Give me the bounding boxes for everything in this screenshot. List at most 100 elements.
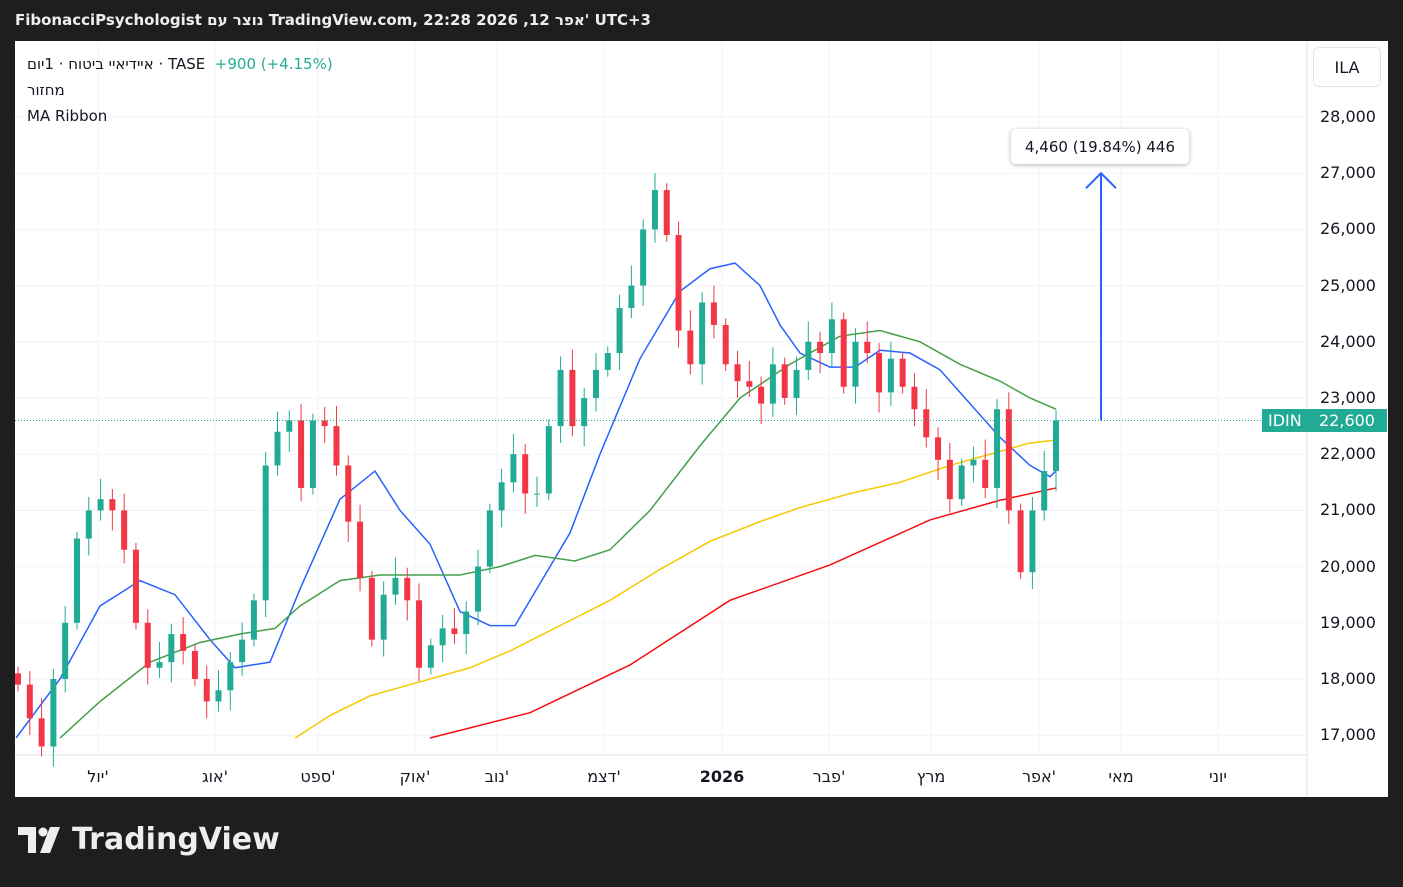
candle [769,364,776,404]
candle [604,353,611,370]
candle [899,358,906,387]
candle [876,353,883,393]
candle [545,426,552,494]
candle [486,510,493,567]
candle [569,369,576,427]
candle [864,341,871,354]
ma-line-ma1 [15,262,1057,739]
candle [758,386,765,404]
candle [203,679,210,702]
price-tick: 19,000 [1320,612,1376,632]
time-tick: מרץ [916,767,946,786]
candle [887,358,894,393]
candle [640,229,647,286]
candle [321,420,328,427]
price-tick: 24,000 [1320,331,1376,351]
candle [274,431,281,466]
candle [805,341,812,370]
candle [404,577,411,601]
candle [416,600,423,668]
candle [262,465,269,601]
candle [699,302,706,365]
candle [675,235,682,331]
price-tick: 26,000 [1320,219,1376,239]
time-tick: ספט' [300,767,336,786]
measure-label: 4,460 (19.84%) 446 [1011,129,1189,164]
candle [663,190,670,236]
candle [734,364,741,382]
candle [50,679,57,747]
candle [1005,409,1012,511]
time-tick: אוג' [201,767,229,786]
price-tick: 28,000 [1320,107,1376,126]
candle [132,549,139,623]
candle [746,381,753,387]
candle [463,611,470,635]
candle [333,426,340,466]
time-tick: 2026 [699,767,745,786]
candle [710,302,717,325]
candle [38,718,45,747]
candle [592,369,599,398]
candle [828,319,835,354]
candle [817,341,824,354]
candle [239,639,246,663]
price-tick: 25,000 [1320,275,1376,295]
candle [73,538,80,623]
candle [227,662,234,691]
time-tick: דצמ' [587,767,621,786]
candle [156,662,163,668]
candle [722,324,729,365]
candle [958,465,965,500]
time-tick: יול' [87,767,109,786]
volume-legend[interactable]: מחזור [27,81,65,99]
candle [616,308,623,354]
price-tick: 23,000 [1320,388,1376,407]
candle [628,285,635,309]
price-tick: 18,000 [1320,669,1376,688]
candle [298,420,305,488]
time-tick: נוב' [484,767,510,786]
candle [946,459,953,500]
ma-line-ma4 [429,487,1057,739]
candle [121,510,128,550]
tradingview-logo-icon [18,826,60,853]
symbol-name: איידיאיי ביטוח · 1יום · TASE [27,55,206,73]
time-tick: אפר' [1021,767,1057,786]
candle [392,577,399,595]
candle [840,319,847,387]
time-tick: יוני [1209,767,1227,786]
price-change: +900 (+4.15%) [214,55,333,73]
candle [62,622,69,679]
last-price-label: 22,600 [1307,409,1387,432]
ticker-label: IDIN [1262,409,1308,432]
price-tick: 20,000 [1320,556,1376,576]
ma-line-ma3 [294,439,1057,739]
candle [970,459,977,466]
candle [994,409,1001,488]
candle [380,594,387,640]
candle [439,628,446,646]
price-chart[interactable] [15,41,1388,797]
tradingview-logo: TradingView [18,822,280,857]
candle [1029,510,1036,573]
price-tick: 22,000 [1320,444,1376,464]
candle [97,499,104,511]
ma-ribbon-legend[interactable]: MA Ribbon [27,107,108,125]
symbol-legend[interactable]: איידיאיי ביטוח · 1יום · TASE +900 (+4.15… [27,55,333,73]
time-tick: אוק' [399,767,431,786]
candle [357,521,364,578]
candle [651,190,658,230]
candle [85,510,92,539]
candle [1041,471,1048,511]
candle [144,622,151,668]
candle [522,454,529,494]
candle [191,650,198,679]
currency-button[interactable]: ILA [1313,47,1381,87]
ma-line-ma2 [59,329,1057,739]
candle [557,369,564,427]
candle [215,690,222,702]
candle [852,341,859,387]
chart-panel[interactable]: איידיאיי ביטוח · 1יום · TASE +900 (+4.15… [15,41,1388,797]
candle [781,364,788,398]
